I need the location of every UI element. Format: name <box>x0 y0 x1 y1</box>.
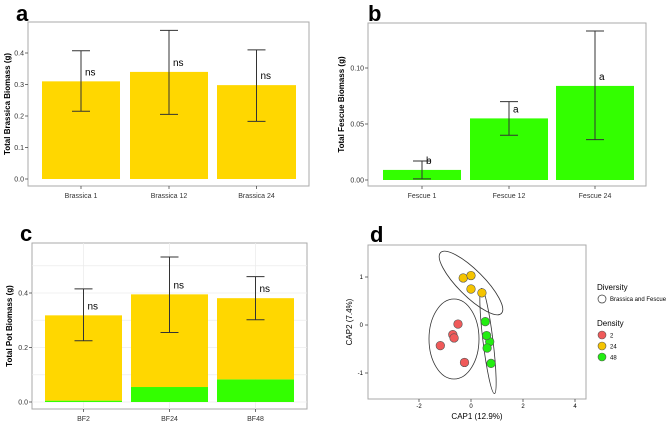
legend-label-density: 48 <box>610 356 617 362</box>
y-axis-label: Total Pot Biomass (g) <box>5 285 14 367</box>
bar-fescue <box>131 387 208 402</box>
point-density-48 <box>480 317 490 327</box>
x-tick-label: 4 <box>573 404 577 410</box>
x-tick-label: 0 <box>469 404 473 410</box>
y-tick-label: 0.3 <box>14 82 24 89</box>
bar-fescue <box>45 400 122 402</box>
point-density-2 <box>453 319 463 329</box>
ellipse-density-2 <box>428 298 480 380</box>
significance-label: ns <box>261 71 272 82</box>
x-tick-label: BF2 <box>77 416 90 423</box>
x-tick-label: Fescue 12 <box>493 193 526 200</box>
legend-label-density: 24 <box>610 345 617 351</box>
point-density-24 <box>466 284 476 294</box>
y-tick-label: 0.00 <box>350 178 364 185</box>
point-density-24 <box>458 273 468 283</box>
panel-label: c <box>20 221 32 246</box>
x-tick-label: Brassica 24 <box>238 193 275 200</box>
y-tick-label: 0 <box>360 323 364 329</box>
x-tick-label: 2 <box>521 404 525 410</box>
y-tick-label: 0.1 <box>14 145 24 152</box>
point-density-2 <box>459 357 470 368</box>
legend: Diversity Brassica and Fescue Density 2 24 48 <box>597 283 667 362</box>
x-tick-label: Fescue 24 <box>579 193 612 200</box>
y-tick-label: 0.0 <box>14 177 24 184</box>
x-tick-label: Brassica 12 <box>151 193 188 200</box>
y-axis-label: CAP2 (7.4%) <box>345 298 354 345</box>
point-density-48 <box>482 330 492 341</box>
panel-b: b 0.00 0.05 0.10 Total Fescue Biomass (g) b Fe… <box>337 1 647 200</box>
panel-label: d <box>370 222 383 247</box>
legend-label-density: 2 <box>610 334 614 340</box>
y-tick-label: 0.10 <box>350 66 364 73</box>
y-tick-label: 0.4 <box>14 51 24 58</box>
legend-key-density <box>597 352 607 362</box>
point-density-2 <box>435 341 445 351</box>
significance-label: b <box>426 156 432 167</box>
legend-key-density <box>597 341 607 351</box>
point-density-48 <box>486 358 496 369</box>
x-tick-label: Fescue 1 <box>408 193 437 200</box>
ellipse-density-24 <box>438 250 504 316</box>
significance-label: ns <box>88 301 99 312</box>
panel-label: b <box>368 1 381 26</box>
point-density-48 <box>482 343 492 353</box>
x-tick-label: BF48 <box>247 416 264 423</box>
legend-title-density: Density <box>597 319 624 328</box>
panel-label: a <box>16 1 29 26</box>
significance-label: ns <box>174 280 185 291</box>
y-axis-label: Total Brassica Biomass (g) <box>3 53 12 155</box>
significance-label: ns <box>260 284 271 295</box>
significance-label: a <box>513 104 519 115</box>
bar-fescue <box>217 379 294 402</box>
significance-label: ns <box>85 67 96 78</box>
y-tick-label: -1 <box>358 371 364 377</box>
y-tick-label: 1 <box>360 275 364 281</box>
y-tick-label: 0.2 <box>18 345 28 352</box>
significance-label: a <box>599 72 605 83</box>
point-density-2 <box>449 333 459 343</box>
significance-label: ns <box>173 58 184 69</box>
y-tick-label: 0.05 <box>350 122 364 129</box>
point-density-24 <box>466 270 476 281</box>
y-tick-label: 0.0 <box>18 400 28 407</box>
y-axis-label: Total Fescue Biomass (g) <box>337 56 346 153</box>
y-tick-label: 0.2 <box>14 114 24 121</box>
legend-key-density <box>597 330 607 340</box>
x-tick-label: Brassica 1 <box>65 193 98 200</box>
x-tick-label: BF24 <box>161 416 178 423</box>
point-density-24 <box>477 288 487 298</box>
legend-title-diversity: Diversity <box>597 283 628 292</box>
x-axis-label: CAP1 (12.9%) <box>451 412 502 421</box>
x-tick-label: -2 <box>416 404 422 410</box>
legend-key-diversity <box>597 294 607 304</box>
panel-c: c 0.0 0.2 0.4 Total Pot Biomass (g) ns BF2 ns BF… <box>5 221 308 423</box>
legend-label-diversity: Brassica and Fescue <box>610 297 667 303</box>
y-tick-label: 0.4 <box>18 291 28 298</box>
